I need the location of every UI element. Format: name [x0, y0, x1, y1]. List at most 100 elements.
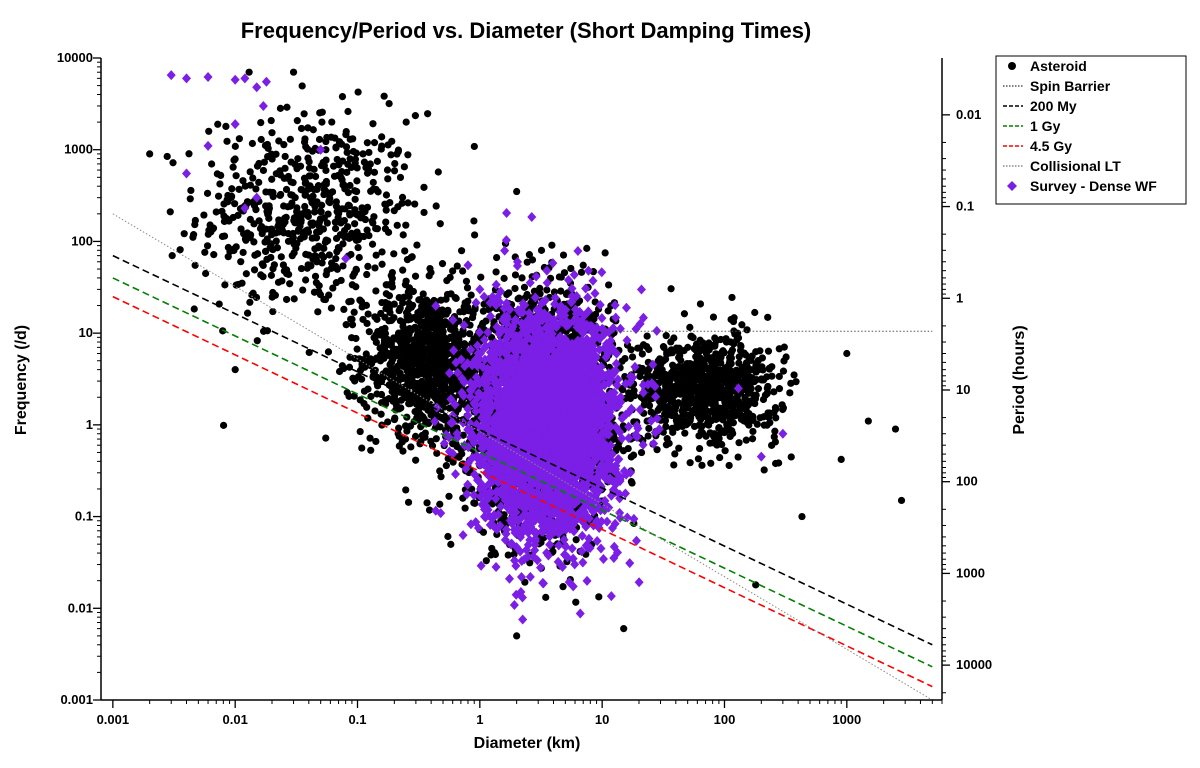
asteroid-point [315, 288, 323, 296]
asteroid-point [360, 232, 368, 241]
asteroid-point [276, 191, 284, 200]
asteroid-point [372, 287, 380, 295]
asteroid-point [219, 421, 228, 429]
asteroid-point [290, 295, 298, 303]
asteroid-point [772, 405, 780, 413]
asteroid-point [278, 225, 286, 233]
asteroid-point [726, 416, 735, 424]
asteroid-point [304, 261, 312, 269]
asteroid-point [259, 273, 267, 281]
asteroid-point [626, 394, 635, 403]
asteroid-point [442, 462, 450, 470]
asteroid-point [402, 486, 410, 494]
asteroid-point [404, 199, 412, 207]
asteroid-point [405, 292, 413, 301]
asteroid-point [463, 284, 472, 292]
asteroid-point [382, 200, 391, 208]
asteroid-point [752, 348, 760, 356]
plot-layer [112, 68, 933, 700]
asteroid-point [325, 251, 333, 259]
asteroid-point [324, 348, 333, 356]
asteroid-point [366, 434, 374, 442]
asteroid-point [386, 371, 395, 379]
asteroid-point [231, 366, 239, 374]
asteroid-point [267, 271, 275, 279]
asteroid-point [370, 213, 378, 221]
asteroid-point [246, 215, 254, 223]
asteroid-point [402, 277, 410, 285]
asteroid-point [438, 326, 446, 334]
asteroid-point [339, 262, 347, 270]
asteroid-point [752, 376, 761, 384]
asteroid-point [239, 248, 247, 257]
asteroid-point [242, 236, 250, 244]
asteroid-point [399, 447, 407, 455]
asteroid-point [667, 285, 675, 293]
asteroid-point [628, 353, 637, 361]
asteroid-point [409, 287, 417, 296]
asteroid-point [470, 217, 478, 225]
asteroid-point [372, 251, 380, 259]
asteroid-point [462, 277, 471, 285]
asteroid-point [666, 410, 674, 418]
asteroid-point [351, 377, 359, 385]
asteroid-point [239, 177, 247, 185]
asteroid-point [365, 328, 373, 336]
asteroid-point [428, 442, 437, 450]
asteroid-point [721, 410, 729, 419]
asteroid-point [425, 506, 434, 514]
asteroid-point [215, 300, 223, 308]
asteroid-point [697, 345, 705, 354]
asteroid-point [401, 247, 409, 255]
asteroid-point [605, 281, 613, 289]
asteroid-point [415, 296, 423, 304]
asteroid-point [364, 310, 372, 318]
asteroid-point [384, 141, 392, 149]
asteroid-point [504, 551, 512, 559]
asteroid-point [315, 282, 323, 290]
asteroid-point [725, 461, 733, 470]
asteroid-point [425, 272, 433, 280]
asteroid-point [670, 461, 678, 469]
asteroid-point [304, 145, 312, 153]
asteroid-point [299, 286, 307, 294]
asteroid-point [775, 372, 783, 381]
asteroid-point [386, 301, 394, 309]
asteroid-point [396, 338, 405, 346]
asteroid-point [282, 295, 291, 304]
asteroid-point [351, 220, 359, 228]
asteroid-point [414, 366, 422, 374]
asteroid-point [433, 449, 441, 457]
asteroid-point [263, 140, 271, 149]
asteroid-point [557, 287, 565, 295]
asteroid-point [306, 194, 315, 202]
asteroid-point [437, 395, 445, 404]
asteroid-point [349, 147, 358, 156]
asteroid-point [514, 295, 522, 303]
asteroid-point [537, 246, 546, 254]
asteroid-point [424, 110, 432, 118]
asteroid-point [702, 374, 711, 382]
asteroid-point [364, 262, 372, 270]
asteroid-point [362, 301, 371, 309]
asteroid-point [297, 264, 306, 273]
asteroid-point [721, 378, 730, 386]
asteroid-point [409, 336, 417, 344]
asteroid-point [518, 274, 526, 282]
asteroid-point [217, 171, 225, 180]
asteroid-point [669, 361, 677, 369]
asteroid-point [281, 152, 289, 161]
asteroid-point [377, 399, 386, 407]
asteroid-point [728, 293, 736, 302]
asteroid-point [273, 244, 282, 252]
asteroid-point [353, 345, 361, 353]
asteroid-point [316, 109, 324, 117]
asteroid-point [371, 264, 379, 272]
asteroid-point [445, 404, 454, 412]
asteroid-point [310, 208, 319, 216]
asteroid-point [354, 243, 362, 252]
asteroid-point [696, 300, 705, 308]
asteroid-point [548, 241, 556, 249]
asteroid-point [358, 444, 366, 452]
asteroid-point [488, 544, 496, 553]
